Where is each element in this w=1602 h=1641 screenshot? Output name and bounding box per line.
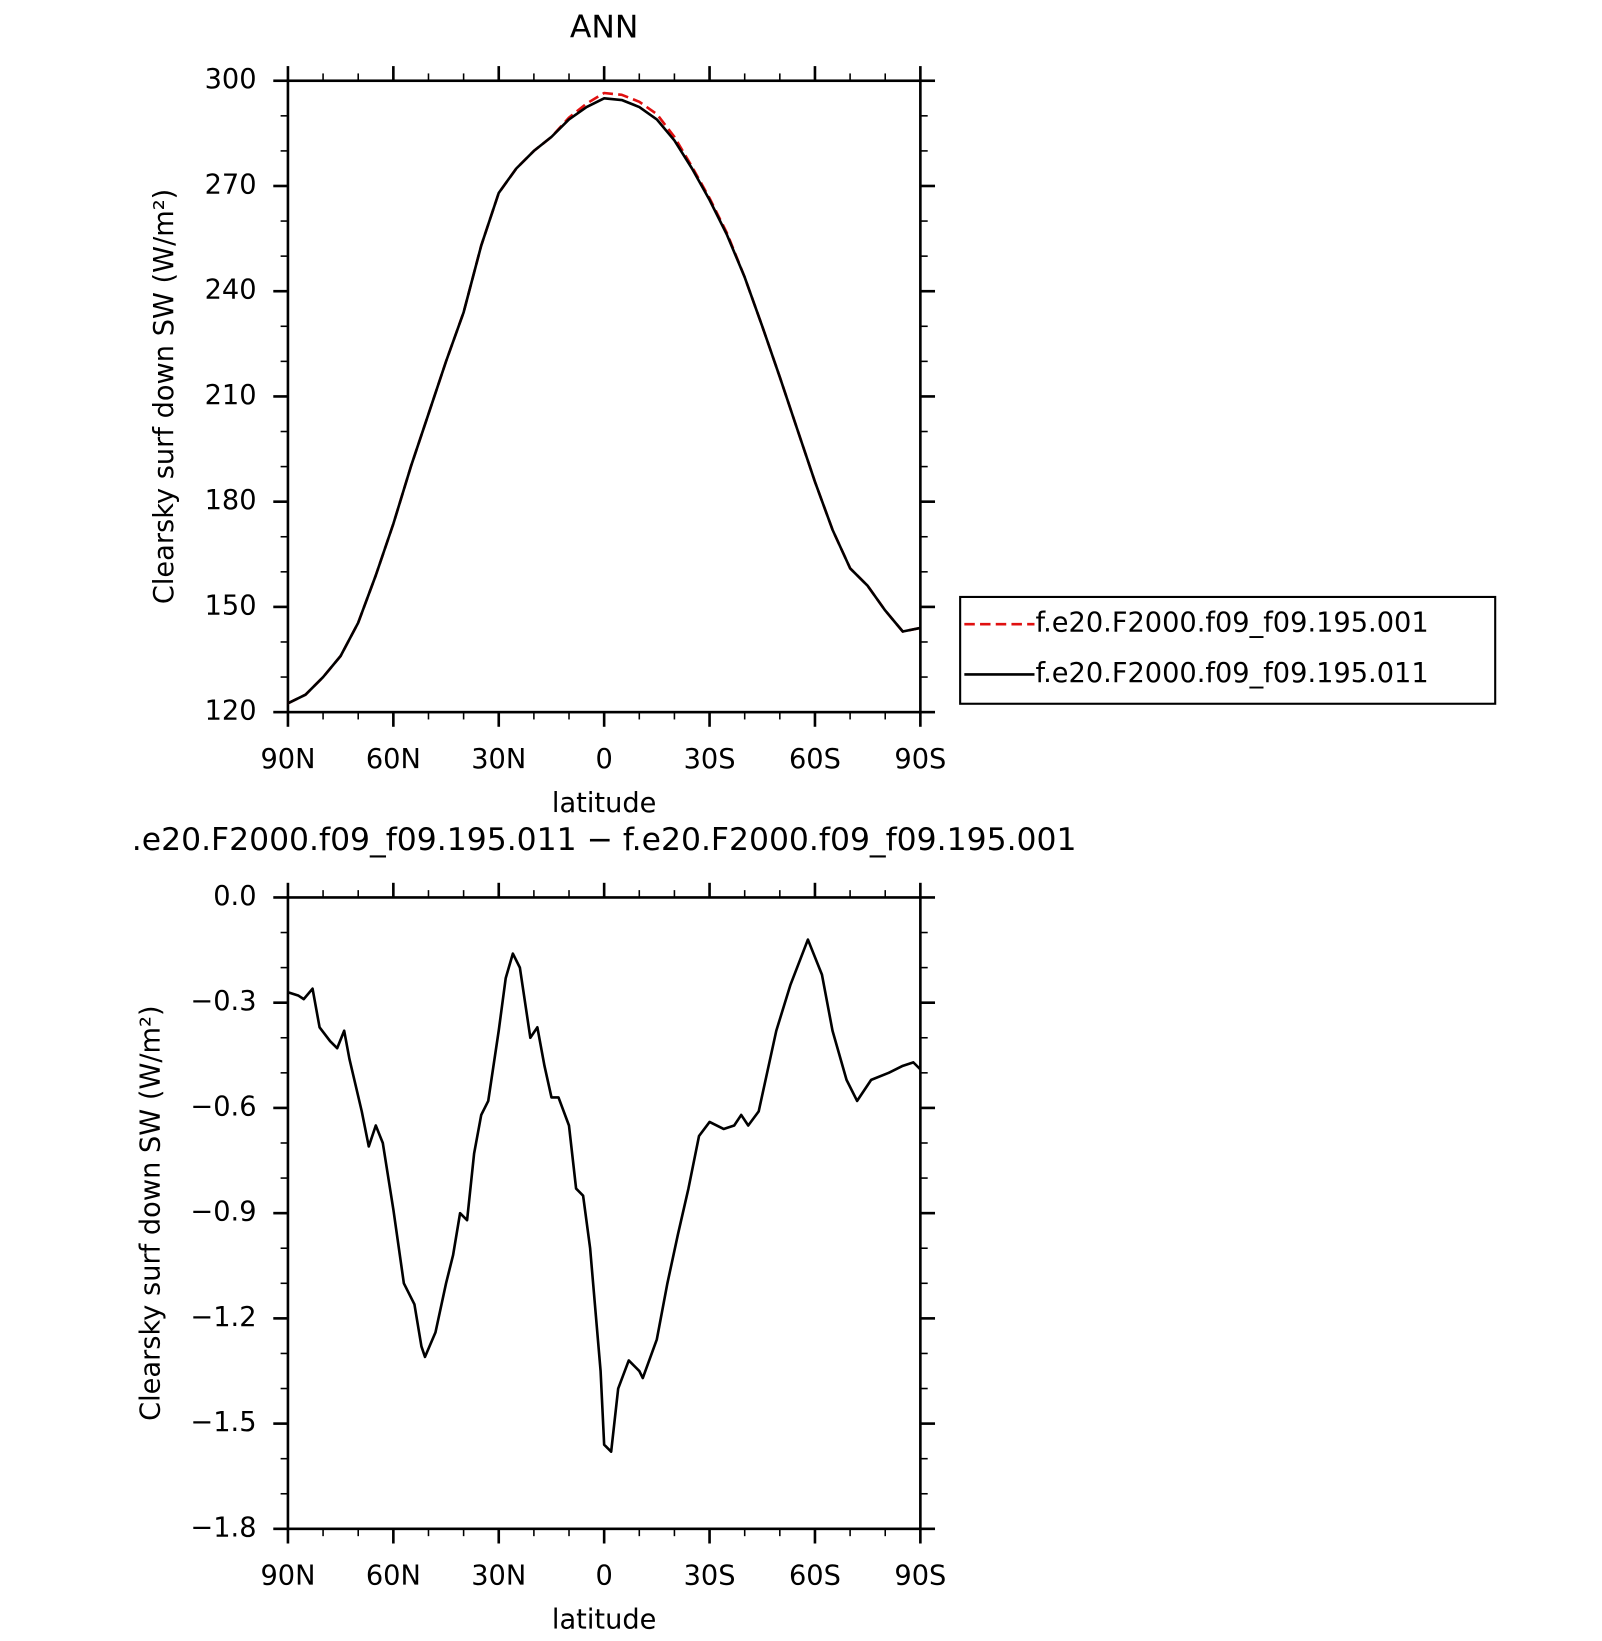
x-tick-label: 30N: [471, 744, 526, 775]
y-tick-label: 0.0: [213, 881, 256, 912]
y-tick-label: −0.9: [190, 1197, 256, 1228]
y-tick-label: 300: [205, 64, 257, 95]
y-tick-label: −1.8: [190, 1512, 256, 1543]
x-axis-label: latitude: [552, 1604, 656, 1635]
x-tick-label: 90S: [894, 744, 946, 775]
y-axis-label: Clearsky surf down SW (W/m²): [135, 1005, 166, 1420]
y-tick-label: −1.2: [190, 1302, 256, 1333]
y-tick-label: −0.6: [190, 1091, 256, 1122]
chart-title: .e20.F2000.f09_f09.195.011 − f.e20.F2000…: [132, 822, 1077, 858]
plot-frame: [286, 79, 922, 714]
x-tick-label: 30S: [684, 744, 736, 775]
x-tick-label: 0: [595, 744, 612, 775]
x-tick-label: 60S: [789, 744, 841, 775]
legend-label: f.e20.F2000.f09_f09.195.001: [1036, 608, 1429, 639]
y-tick-label: 270: [205, 169, 257, 200]
chart-title: ANN: [570, 9, 638, 45]
x-tick-label: 30S: [684, 1561, 736, 1592]
y-tick-label: −0.3: [190, 986, 256, 1017]
x-tick-label: 60S: [789, 1561, 841, 1592]
y-tick-label: 120: [205, 696, 257, 727]
x-tick-label: 60N: [366, 744, 421, 775]
x-tick-label: 0: [595, 1561, 612, 1592]
x-tick-label: 90N: [260, 1561, 315, 1592]
x-tick-label: 30N: [471, 1561, 526, 1592]
y-axis-label: Clearsky surf down SW (W/m²): [149, 189, 180, 604]
plot-frame: [286, 896, 922, 1531]
y-tick-label: 210: [205, 380, 257, 411]
data-line: [287, 91, 921, 705]
data-line: [287, 938, 922, 1453]
y-tick-label: −1.5: [190, 1407, 256, 1438]
legend-label: f.e20.F2000.f09_f09.195.011: [1036, 658, 1429, 689]
x-tick-label: 60N: [366, 1561, 421, 1592]
y-tick-label: 240: [205, 275, 257, 306]
data-line: [287, 97, 921, 705]
x-axis-label: latitude: [552, 788, 656, 819]
y-tick-label: 150: [205, 590, 257, 621]
legend-box: [959, 595, 1497, 705]
y-tick-label: 180: [205, 485, 257, 516]
x-tick-label: 90N: [260, 744, 315, 775]
x-tick-label: 90S: [894, 1561, 946, 1592]
